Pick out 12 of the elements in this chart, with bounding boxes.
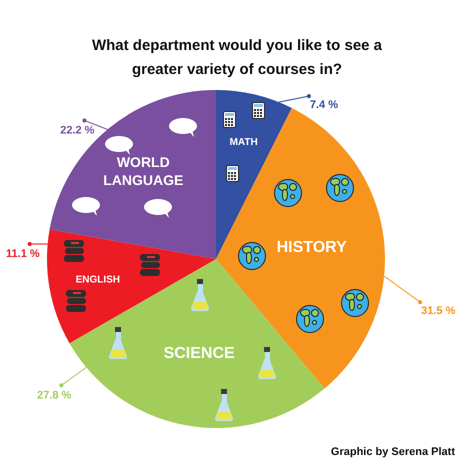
data-label: 31.5 % [421, 305, 456, 318]
text: Graphic by Serena Platt [330, 445, 455, 459]
data-label: 11.1 % [6, 248, 40, 260]
data-label: 7.4 % [310, 99, 338, 112]
slice-label: MATH [230, 136, 258, 148]
slice-label: SCIENCE [164, 345, 236, 362]
slice-label: HISTORY [276, 239, 348, 256]
data-label: 22.2 % [60, 124, 95, 136]
slice-label: WORLD LANGUAGE [103, 154, 184, 188]
slice-label: ENGLISH [76, 274, 120, 286]
chart-title: What department would you like to see a greater variety of courses in? [90, 36, 384, 80]
data-label: 27.8 % [37, 389, 72, 402]
